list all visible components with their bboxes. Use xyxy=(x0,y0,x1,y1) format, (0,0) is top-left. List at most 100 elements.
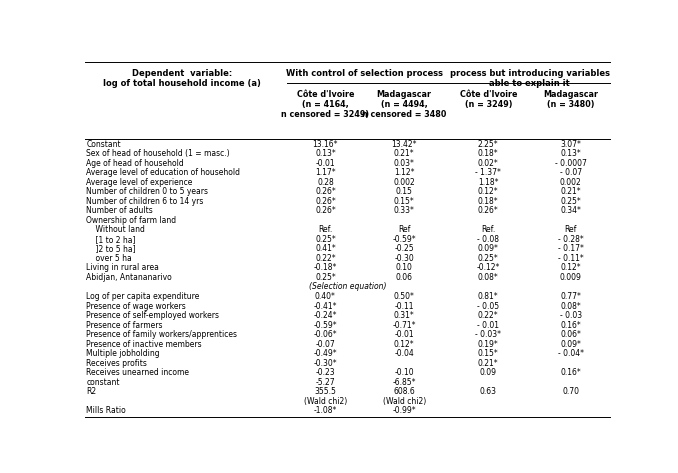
Text: Dependent  variable:
log of total household income (a): Dependent variable: log of total househo… xyxy=(103,69,261,88)
Text: 0.25*: 0.25* xyxy=(315,235,336,244)
Text: 0.009: 0.009 xyxy=(560,273,582,282)
Text: 0.15: 0.15 xyxy=(396,187,413,196)
Text: 0.22*: 0.22* xyxy=(315,254,336,263)
Text: -0.12*: -0.12* xyxy=(477,263,500,272)
Text: -0.23: -0.23 xyxy=(315,368,335,377)
Text: 0.40*: 0.40* xyxy=(315,292,336,301)
Text: 0.18*: 0.18* xyxy=(478,149,498,158)
Text: 0.26*: 0.26* xyxy=(315,187,336,196)
Text: - 0.08: - 0.08 xyxy=(477,235,499,244)
Text: 0.70: 0.70 xyxy=(562,387,579,396)
Text: Log of per capita expenditure: Log of per capita expenditure xyxy=(86,292,200,301)
Text: (Selection equation): (Selection equation) xyxy=(308,282,386,291)
Text: 0.08*: 0.08* xyxy=(561,301,581,311)
Text: -0.99*: -0.99* xyxy=(393,406,416,415)
Text: - 0.07: - 0.07 xyxy=(560,168,582,177)
Text: 0.22*: 0.22* xyxy=(478,311,498,320)
Text: R2: R2 xyxy=(86,387,96,396)
Text: 0.13*: 0.13* xyxy=(315,149,336,158)
Text: 0.16*: 0.16* xyxy=(561,368,581,377)
Text: 1.18*: 1.18* xyxy=(478,178,498,187)
Text: Multiple jobholding: Multiple jobholding xyxy=(86,349,160,358)
Text: 0.34*: 0.34* xyxy=(560,206,581,215)
Text: 1.12*: 1.12* xyxy=(394,168,414,177)
Text: -5.27: -5.27 xyxy=(315,377,335,387)
Text: 0.02*: 0.02* xyxy=(478,159,499,168)
Text: 0.19*: 0.19* xyxy=(478,340,499,349)
Text: 1.17*: 1.17* xyxy=(315,168,336,177)
Text: 0.26*: 0.26* xyxy=(315,206,336,215)
Text: 0.09*: 0.09* xyxy=(560,340,581,349)
Text: Number of children 6 to 14 yrs: Number of children 6 to 14 yrs xyxy=(86,197,203,206)
Text: Presence of wage workers: Presence of wage workers xyxy=(86,301,186,311)
Text: 0.33*: 0.33* xyxy=(394,206,415,215)
Text: 0.12*: 0.12* xyxy=(561,263,581,272)
Text: -0.71*: -0.71* xyxy=(393,321,416,330)
Text: 0.21*: 0.21* xyxy=(561,187,581,196)
Text: -6.85*: -6.85* xyxy=(393,377,416,387)
Text: Mills Ratio: Mills Ratio xyxy=(86,406,126,415)
Text: - 0.0007: - 0.0007 xyxy=(555,159,586,168)
Text: - 0.28*: - 0.28* xyxy=(558,235,584,244)
Text: 0.25*: 0.25* xyxy=(561,197,581,206)
Text: - 0.05: - 0.05 xyxy=(477,301,500,311)
Text: constant: constant xyxy=(86,377,120,387)
Text: 0.50*: 0.50* xyxy=(394,292,415,301)
Text: -0.30: -0.30 xyxy=(395,254,414,263)
Text: Côte d'Ivoire
(n = 4164,
n censored = 3249): Côte d'Ivoire (n = 4164, n censored = 32… xyxy=(281,89,370,119)
Text: (Wald chi2): (Wald chi2) xyxy=(304,397,347,406)
Text: -0.01: -0.01 xyxy=(315,159,335,168)
Text: -0.49*: -0.49* xyxy=(314,349,337,358)
Text: Ref: Ref xyxy=(398,225,410,235)
Text: 3.07*: 3.07* xyxy=(560,140,581,149)
Text: 0.31*: 0.31* xyxy=(394,311,415,320)
Text: Living in rural area: Living in rural area xyxy=(86,263,159,272)
Text: Ownership of farm land: Ownership of farm land xyxy=(86,216,176,225)
Text: 0.41*: 0.41* xyxy=(315,245,336,254)
Text: -0.06*: -0.06* xyxy=(314,330,337,339)
Text: Sex of head of household (1 = masc.): Sex of head of household (1 = masc.) xyxy=(86,149,230,158)
Text: 0.10: 0.10 xyxy=(396,263,413,272)
Text: ]2 to 5 ha]: ]2 to 5 ha] xyxy=(86,245,136,254)
Text: -1.08*: -1.08* xyxy=(314,406,337,415)
Text: over 5 ha: over 5 ha xyxy=(86,254,132,263)
Text: 355.5: 355.5 xyxy=(315,387,336,396)
Text: Presence of family workers/apprentices: Presence of family workers/apprentices xyxy=(86,330,237,339)
Text: -0.10: -0.10 xyxy=(395,368,414,377)
Text: Presence of farmers: Presence of farmers xyxy=(86,321,163,330)
Text: - 0.17*: - 0.17* xyxy=(558,245,584,254)
Text: 0.25*: 0.25* xyxy=(478,254,499,263)
Text: -0.04: -0.04 xyxy=(395,349,414,358)
Text: Madagascar
(n = 3480): Madagascar (n = 3480) xyxy=(543,89,598,109)
Text: -0.25: -0.25 xyxy=(395,245,414,254)
Text: Ref.: Ref. xyxy=(318,225,332,235)
Text: 0.15*: 0.15* xyxy=(478,349,499,358)
Text: -0.41*: -0.41* xyxy=(314,301,337,311)
Text: 0.81*: 0.81* xyxy=(478,292,498,301)
Text: Number of adults: Number of adults xyxy=(86,206,153,215)
Text: 0.21*: 0.21* xyxy=(478,359,498,368)
Text: - 0.01: - 0.01 xyxy=(477,321,499,330)
Text: process but introducing variables
able to explain it: process but introducing variables able t… xyxy=(450,69,610,88)
Text: Madagascar
(n = 4494,
n censored = 3480: Madagascar (n = 4494, n censored = 3480 xyxy=(362,89,446,119)
Text: 2.25*: 2.25* xyxy=(478,140,498,149)
Text: (Wald chi2): (Wald chi2) xyxy=(382,397,426,406)
Text: 0.06*: 0.06* xyxy=(560,330,581,339)
Text: Presence of self-employed workers: Presence of self-employed workers xyxy=(86,311,219,320)
Text: Number of children 0 to 5 years: Number of children 0 to 5 years xyxy=(86,187,208,196)
Text: Average level of education of household: Average level of education of household xyxy=(86,168,240,177)
Text: Without land: Without land xyxy=(86,225,145,235)
Text: 0.002: 0.002 xyxy=(393,178,415,187)
Text: -0.01: -0.01 xyxy=(395,330,414,339)
Text: 0.09: 0.09 xyxy=(480,368,497,377)
Text: -0.18*: -0.18* xyxy=(314,263,337,272)
Text: -0.59*: -0.59* xyxy=(314,321,337,330)
Text: 13.42*: 13.42* xyxy=(391,140,417,149)
Text: 13.16*: 13.16* xyxy=(313,140,338,149)
Text: 0.08*: 0.08* xyxy=(478,273,499,282)
Text: - 0.04*: - 0.04* xyxy=(558,349,584,358)
Text: 0.002: 0.002 xyxy=(560,178,582,187)
Text: - 0.11*: - 0.11* xyxy=(558,254,584,263)
Text: 0.18*: 0.18* xyxy=(478,197,498,206)
Text: 0.12*: 0.12* xyxy=(394,340,414,349)
